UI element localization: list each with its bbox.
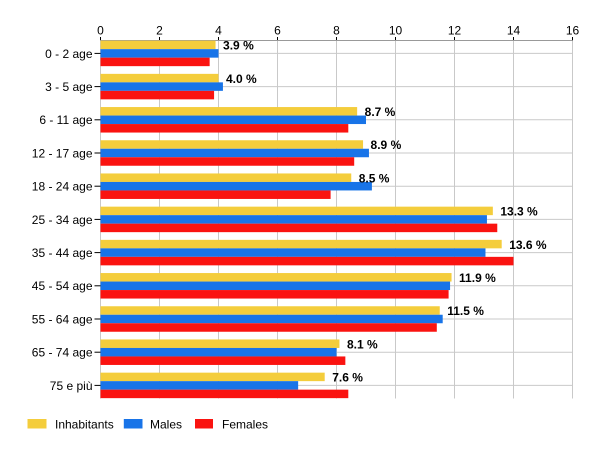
svg-text:16: 16 xyxy=(566,24,580,38)
svg-text:Inhabitants: Inhabitants xyxy=(55,418,114,432)
svg-text:18 - 24 age: 18 - 24 age xyxy=(32,180,93,194)
svg-text:10: 10 xyxy=(389,24,403,38)
svg-text:6 - 11 age: 6 - 11 age xyxy=(39,113,92,127)
svg-text:13.6 %: 13.6 % xyxy=(509,238,547,252)
svg-text:3 - 5 age: 3 - 5 age xyxy=(45,80,93,94)
svg-text:11.5 %: 11.5 % xyxy=(447,304,484,318)
svg-text:14: 14 xyxy=(507,24,521,38)
svg-text:8.7 %: 8.7 % xyxy=(365,105,396,119)
svg-text:25 - 34 age: 25 - 34 age xyxy=(32,213,93,227)
svg-text:8.9 %: 8.9 % xyxy=(371,138,402,152)
svg-text:Females: Females xyxy=(222,418,268,432)
svg-text:8.1 %: 8.1 % xyxy=(347,337,378,351)
svg-text:4: 4 xyxy=(215,24,222,38)
svg-text:35 - 44 age: 35 - 44 age xyxy=(32,246,93,260)
svg-text:75 e più: 75 e più xyxy=(50,379,93,393)
svg-text:12: 12 xyxy=(448,24,462,38)
svg-text:0 - 2 age: 0 - 2 age xyxy=(45,47,93,61)
svg-text:0: 0 xyxy=(97,24,104,38)
svg-text:Males: Males xyxy=(150,418,182,432)
svg-text:8: 8 xyxy=(333,24,340,38)
svg-text:65 - 74 age: 65 - 74 age xyxy=(32,346,93,360)
svg-text:6: 6 xyxy=(274,24,281,38)
svg-text:4.0 %: 4.0 % xyxy=(226,72,257,86)
svg-text:2: 2 xyxy=(156,24,163,38)
svg-text:11.9 %: 11.9 % xyxy=(459,271,496,285)
svg-text:45 - 54 age: 45 - 54 age xyxy=(32,279,93,293)
svg-text:3.9 %: 3.9 % xyxy=(223,39,254,53)
svg-text:55 - 64 age: 55 - 64 age xyxy=(32,312,93,326)
svg-text:8.5 %: 8.5 % xyxy=(359,171,390,185)
svg-text:7.6 %: 7.6 % xyxy=(332,371,363,385)
svg-text:12 - 17 age: 12 - 17 age xyxy=(32,146,93,160)
svg-text:13.3 %: 13.3 % xyxy=(500,205,538,219)
